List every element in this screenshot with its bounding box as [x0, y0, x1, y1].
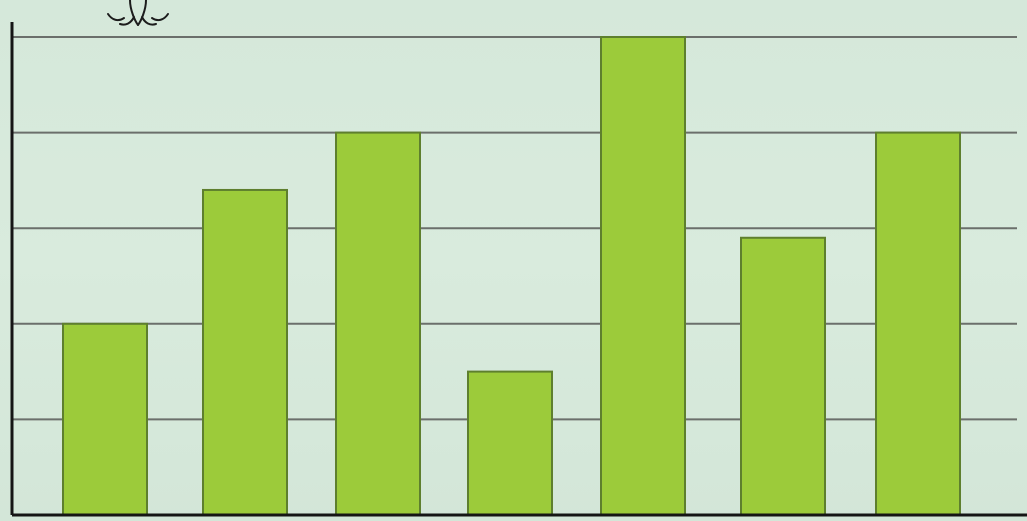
bar [62, 322, 148, 516]
bar [202, 188, 288, 517]
bar [335, 131, 421, 516]
bar [875, 131, 961, 516]
bar [600, 36, 686, 516]
fountain-icon [107, 0, 169, 26]
bars-group [62, 36, 961, 517]
bar [467, 370, 553, 516]
gridlines [12, 36, 1017, 421]
bar [740, 236, 826, 516]
